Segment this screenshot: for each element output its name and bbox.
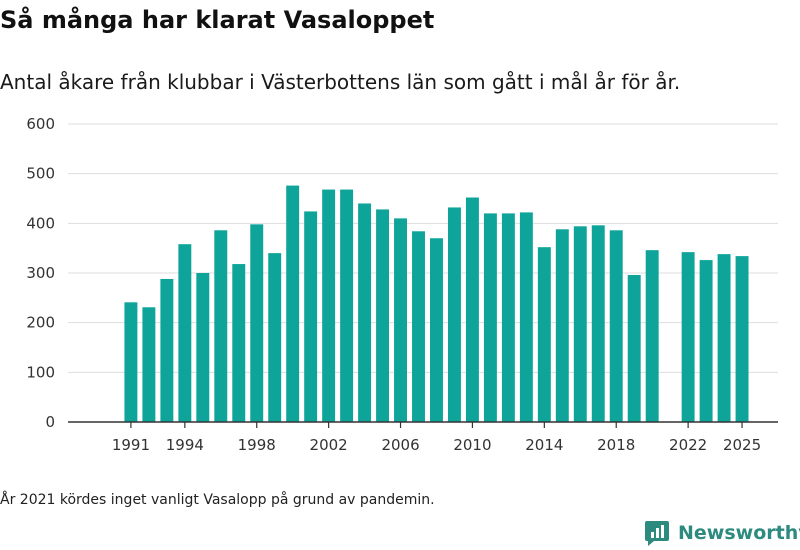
bar xyxy=(465,197,479,422)
x-tick-label: 2006 xyxy=(381,436,419,454)
bar xyxy=(645,250,659,422)
bar xyxy=(340,189,354,422)
bar xyxy=(519,212,533,422)
chart-title: Så många har klarat Vasaloppet xyxy=(0,6,435,34)
y-tick-label: 200 xyxy=(26,314,55,332)
bar xyxy=(214,230,228,422)
x-tick-label: 2025 xyxy=(723,436,761,454)
bar xyxy=(358,203,372,422)
y-tick-label: 600 xyxy=(26,115,55,133)
bars xyxy=(124,185,749,422)
brand-name: Newsworthy xyxy=(678,522,800,544)
bar xyxy=(591,225,605,422)
x-tick-label: 2018 xyxy=(597,436,635,454)
bar xyxy=(483,213,497,422)
y-tick-label: 400 xyxy=(26,214,55,232)
bar xyxy=(430,238,443,422)
x-tick-label: 2002 xyxy=(310,436,348,454)
bar xyxy=(124,302,138,422)
y-tick-label: 500 xyxy=(26,165,55,183)
bar xyxy=(501,213,515,422)
bar xyxy=(196,273,210,422)
y-axis-ticks: 0 100 200 300 400 500 600 xyxy=(26,115,55,431)
bar xyxy=(412,231,425,422)
bar xyxy=(699,260,713,422)
bar xyxy=(555,229,569,422)
chart-subtitle: Antal åkare från klubbar i Västerbottens… xyxy=(0,70,681,94)
y-tick-label: 0 xyxy=(45,413,55,431)
bar xyxy=(268,253,282,422)
bar xyxy=(627,274,641,422)
x-tick-label: 2022 xyxy=(669,436,707,454)
bar-chart-logo-icon xyxy=(645,521,669,546)
bar xyxy=(232,264,246,422)
bar xyxy=(681,252,695,422)
x-tick-label: 1998 xyxy=(238,436,276,454)
bar xyxy=(376,209,390,422)
bar xyxy=(286,185,300,422)
x-tick-label: 1994 xyxy=(166,436,204,454)
bar xyxy=(250,224,264,422)
bar xyxy=(394,218,408,422)
bar xyxy=(735,256,749,422)
bar xyxy=(609,230,623,422)
x-axis-ticks: 1991 1994 1998 2002 2006 2010 2014 2018 2022 2025 xyxy=(112,422,761,454)
bar xyxy=(142,307,156,422)
bar xyxy=(304,211,318,422)
bar xyxy=(717,254,731,422)
x-tick-label: 2014 xyxy=(525,436,563,454)
bar xyxy=(322,189,336,422)
y-tick-label: 300 xyxy=(26,264,55,282)
bar xyxy=(447,207,461,422)
bar xyxy=(537,247,551,422)
y-tick-label: 100 xyxy=(26,363,55,381)
newsworthy-logo: Newsworthy xyxy=(644,519,800,547)
bar xyxy=(160,278,174,422)
bar xyxy=(178,244,192,422)
x-tick-label: 1991 xyxy=(112,436,150,454)
footnote: År 2021 kördes inget vanligt Vasalopp på… xyxy=(0,492,435,508)
bar xyxy=(573,226,587,422)
x-tick-label: 2010 xyxy=(453,436,491,454)
